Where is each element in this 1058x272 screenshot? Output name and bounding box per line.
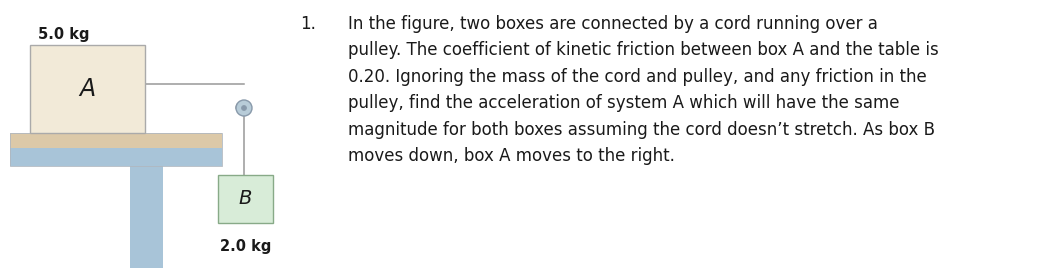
Bar xyxy=(30,45,145,133)
Text: 2.0 kg: 2.0 kg xyxy=(220,239,271,254)
Circle shape xyxy=(241,106,247,110)
Circle shape xyxy=(236,100,252,116)
Text: 1.: 1. xyxy=(300,15,316,33)
Bar xyxy=(10,133,222,166)
Text: B: B xyxy=(239,190,252,209)
Bar xyxy=(10,148,222,166)
Text: A: A xyxy=(79,77,95,101)
Bar xyxy=(10,133,222,148)
Text: 5.0 kg: 5.0 kg xyxy=(38,27,90,42)
Text: In the figure, two boxes are connected by a cord running over a
pulley. The coef: In the figure, two boxes are connected b… xyxy=(348,15,938,165)
Bar xyxy=(130,166,163,268)
Bar xyxy=(218,175,273,223)
